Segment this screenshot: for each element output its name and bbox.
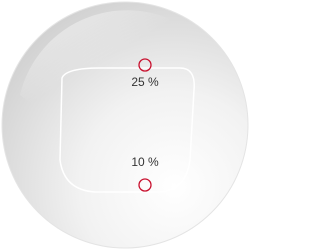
marker-label: 10 % bbox=[131, 155, 159, 169]
page: 25 % 10 % (() => { const data = JSON.par… bbox=[0, 0, 320, 251]
lens-diagram: 25 % 10 % bbox=[0, 0, 251, 251]
marker-label: 25 % bbox=[131, 75, 159, 89]
